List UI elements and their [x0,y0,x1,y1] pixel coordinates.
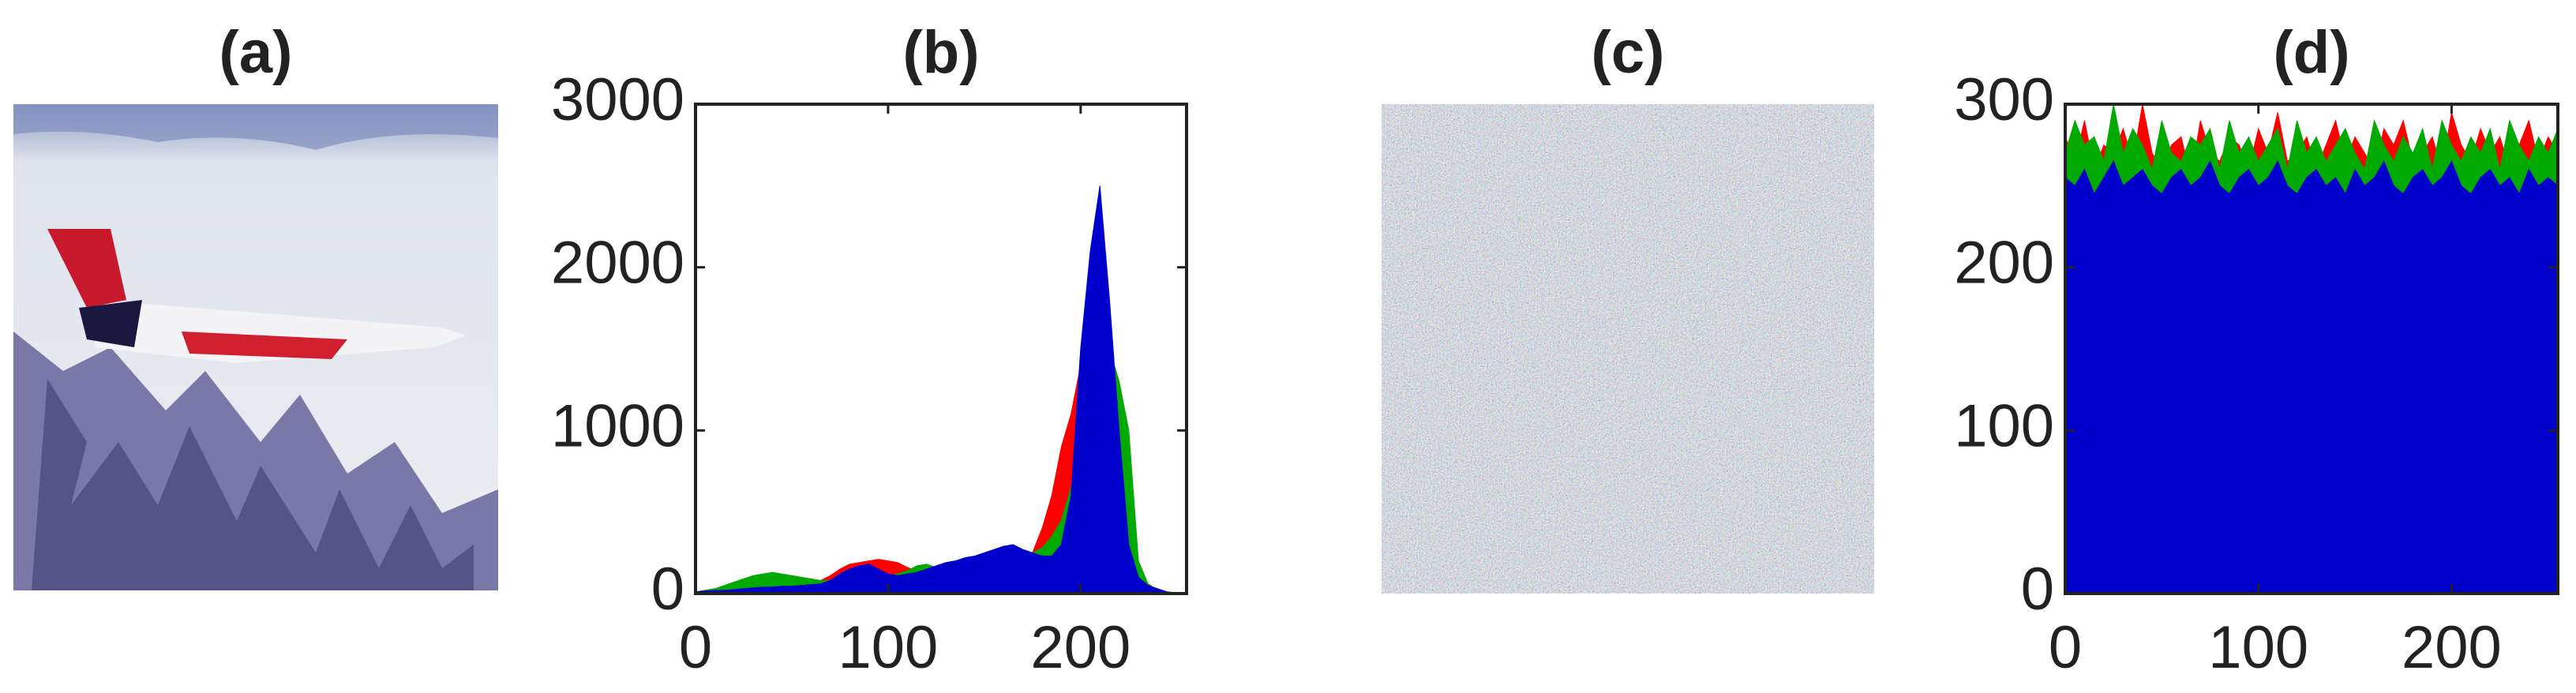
x-tick-label: 200 [1030,614,1131,681]
panel-title: (d) [2273,19,2349,86]
x-tick-label: 0 [679,614,712,681]
histogram-area [2064,160,2559,594]
axes-frame [694,103,1188,595]
axes-frame [2064,103,2559,595]
y-tick-label: 300 [1954,66,2054,133]
y-tick-label: 200 [1954,230,2054,297]
x-tick-label: 100 [2208,614,2308,681]
y-tick-label: 0 [651,556,684,623]
y-tick-label: 1000 [551,392,684,459]
panel-title: (c) [1592,19,1665,86]
panel-title: (a) [219,19,293,86]
x-tick-label: 200 [2402,614,2502,681]
y-tick-label: 2000 [551,230,684,297]
y-tick-label: 0 [2021,556,2054,623]
panel-title: (b) [902,19,979,86]
histogram-area [695,185,1187,594]
x-tick-label: 100 [838,614,939,681]
noise-image [1382,104,1874,594]
photo [13,104,498,590]
y-tick-label: 3000 [551,66,684,133]
x-tick-label: 0 [2049,614,2082,681]
y-tick-label: 100 [1954,392,2054,459]
